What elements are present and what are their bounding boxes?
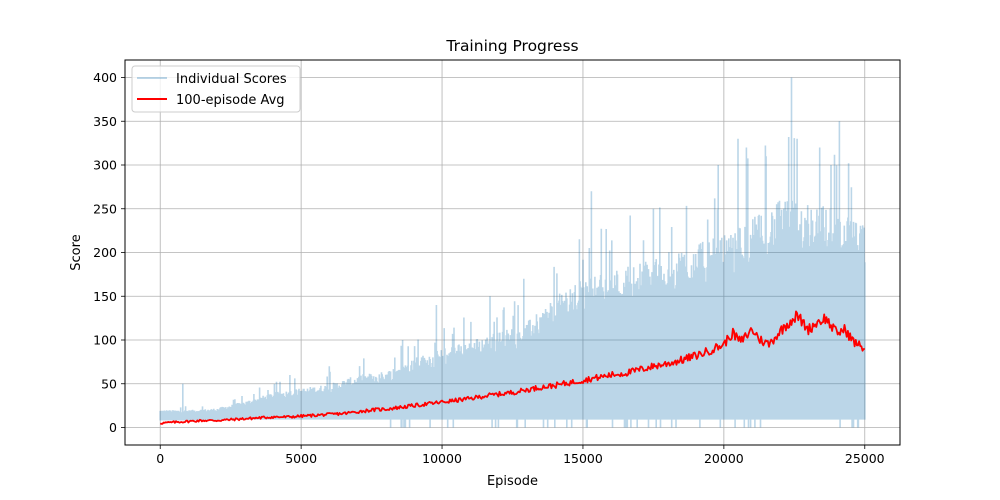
- grid: [125, 60, 900, 445]
- x-tick-label: 10000: [422, 451, 462, 466]
- y-tick-label: 50: [101, 376, 117, 391]
- y-tick-label: 300: [93, 158, 117, 173]
- x-tick-label: 25000: [845, 451, 885, 466]
- x-tick-label: 20000: [704, 451, 744, 466]
- legend-label-individual-scores: Individual Scores: [176, 72, 287, 87]
- y-tick-label: 400: [93, 70, 117, 85]
- x-ticks: 0 5000 10000 15000 20000 25000: [156, 445, 885, 466]
- y-tick-label: 350: [93, 114, 117, 129]
- x-tick-label: 0: [156, 451, 164, 466]
- average-line: [160, 310, 865, 425]
- chart-title: Training Progress: [445, 37, 578, 55]
- y-axis-label: Score: [69, 234, 84, 270]
- x-tick-label: 5000: [285, 451, 317, 466]
- individual-scores-line: [159, 77, 866, 428]
- x-tick-label: 15000: [563, 451, 603, 466]
- individual-scores-series: [159, 77, 866, 428]
- average-series: [160, 310, 865, 425]
- legend-label-average: 100-episode Avg: [176, 93, 285, 108]
- y-tick-label: 250: [93, 201, 117, 216]
- y-ticks: 0 50 100 150 200 250 300 350 400: [93, 70, 125, 435]
- legend-box: [131, 65, 301, 113]
- y-tick-label: 0: [109, 420, 117, 435]
- x-axis-label: Episode: [487, 474, 538, 489]
- y-tick-label: 150: [93, 289, 117, 304]
- y-tick-label: 100: [93, 333, 117, 348]
- y-tick-label: 200: [93, 245, 117, 260]
- legend: Individual Scores 100-episode Avg: [131, 65, 301, 113]
